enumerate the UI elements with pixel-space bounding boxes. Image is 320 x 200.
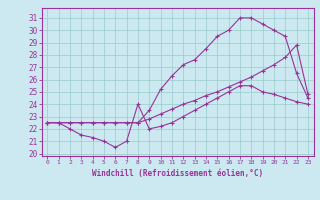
X-axis label: Windchill (Refroidissement éolien,°C): Windchill (Refroidissement éolien,°C): [92, 169, 263, 178]
